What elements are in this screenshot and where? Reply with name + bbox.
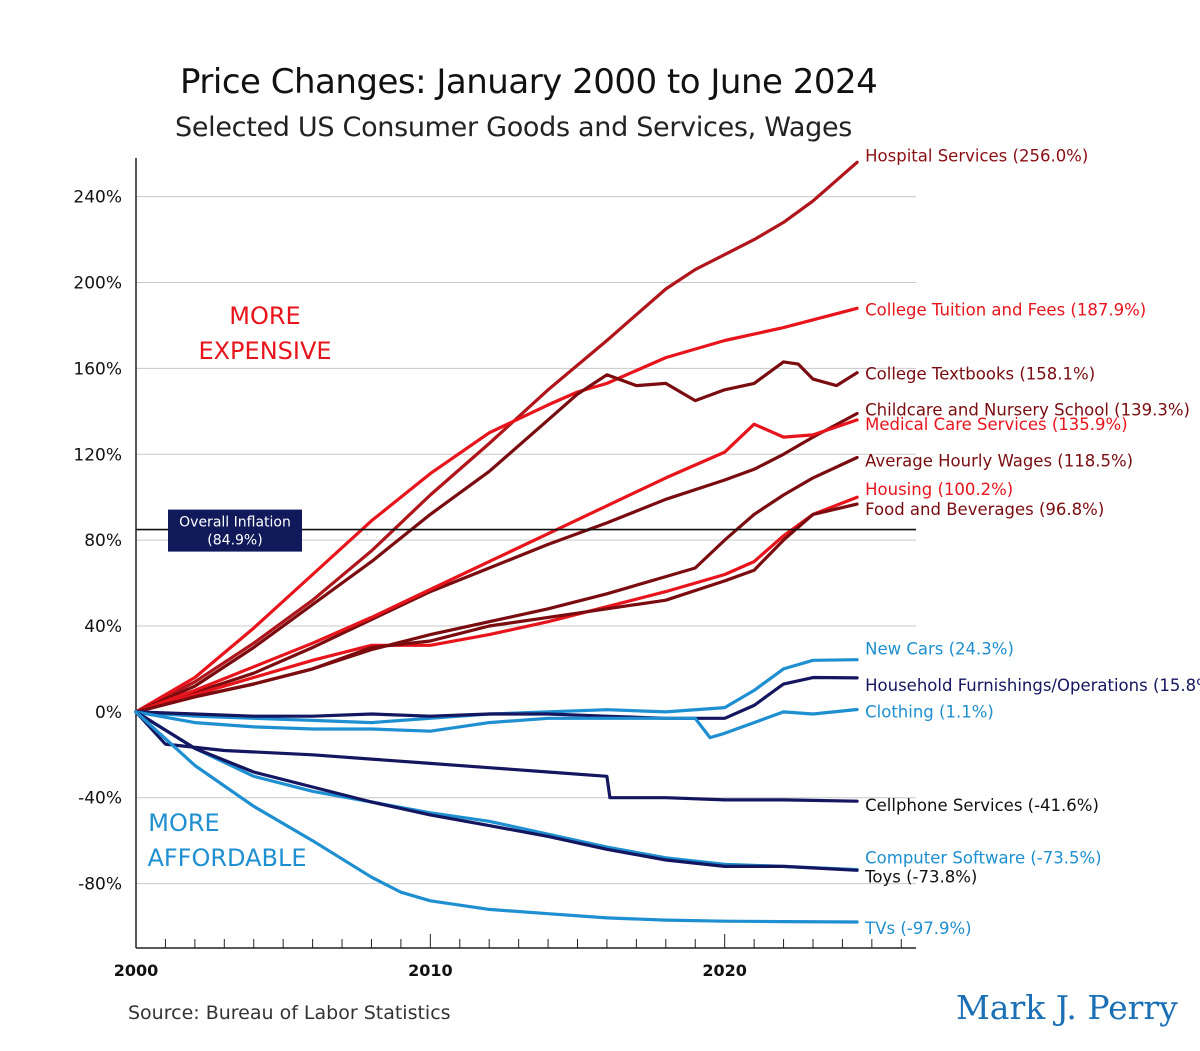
series-end-label: College Textbooks (158.1%) (865, 365, 1095, 384)
y-tick-label: 0% (95, 703, 122, 723)
y-tick-label: 160% (73, 359, 122, 379)
reference-layer: Overall Inflation (84.9%) (136, 509, 916, 552)
series-line (134, 710, 859, 803)
inflation-label-box (168, 509, 302, 552)
more-affordable-line1: MORE (148, 809, 219, 837)
series-line (134, 502, 859, 714)
x-tick-label: 2010 (408, 961, 453, 980)
series-end-label: New Cars (24.3%) (865, 640, 1014, 659)
series-line (134, 658, 859, 725)
series-end-label: Average Hourly Wages (118.5%) (865, 451, 1133, 470)
y-tick-label: -40% (78, 789, 122, 809)
series-end-label: Housing (100.2%) (865, 480, 1013, 499)
y-tick-label: 240% (73, 188, 122, 208)
annotation-layer: MORE EXPENSIVE MORE AFFORDABLE (147, 302, 331, 872)
series-line (134, 411, 859, 714)
y-tick-label: -80% (78, 875, 122, 895)
series-line (134, 160, 859, 714)
series-line (134, 710, 859, 924)
series-end-label: Food and Beverages (96.8%) (865, 500, 1104, 519)
x-tick-label: 2020 (702, 961, 747, 980)
series-line (134, 710, 859, 872)
more-expensive-line1: MORE (229, 302, 300, 330)
series-end-label: Computer Software (-73.5%) (865, 849, 1102, 868)
series-line (134, 710, 859, 872)
series-end-label: Household Furnishings/Operations (15.8%) (865, 676, 1200, 695)
more-affordable-line2: AFFORDABLE (147, 844, 306, 872)
series-layer (134, 160, 859, 924)
inflation-label: Overall Inflation (179, 515, 291, 531)
series-line (134, 455, 859, 714)
x-tick-label: 2000 (114, 961, 159, 980)
series-end-label: Cellphone Services (-41.6%) (865, 796, 1099, 815)
inflation-value-label: (84.9%) (207, 533, 262, 549)
series-line (134, 707, 859, 740)
series-line (134, 675, 859, 720)
y-tick-label: 80% (84, 531, 122, 551)
series-end-label: Toys (-73.8%) (864, 867, 977, 886)
series-end-label: Medical Care Services (135.9%) (865, 415, 1128, 434)
series-end-label: Childcare and Nursery School (139.3%) (865, 400, 1190, 419)
y-tick-label: 40% (84, 617, 122, 637)
series-end-label: Hospital Services (256.0%) (865, 146, 1088, 165)
source-note: Source: Bureau of Labor Statistics (128, 1002, 451, 1024)
y-tick-label: 120% (73, 445, 122, 465)
label-layer: Hospital Services (256.0%) College Tuitio… (864, 146, 1200, 938)
chart-title: Price Changes: January 2000 to June 2024 (180, 62, 878, 102)
series-end-label: Clothing (1.1%) (865, 702, 994, 721)
series-line (134, 495, 859, 714)
series-end-label: College Tuition and Fees (187.9%) (865, 300, 1146, 319)
axis-layer: -80% -40% 0% 40% 80% 120% 160% 200% 240% 2000 2010… (73, 158, 916, 980)
series-end-label: TVs (-97.9%) (864, 919, 971, 938)
more-expensive-line2: EXPENSIVE (198, 337, 331, 365)
y-tick-label: 200% (73, 274, 122, 294)
author-brand: Mark J. Perry (956, 988, 1178, 1027)
series-line (134, 360, 859, 714)
chart-subtitle: Selected US Consumer Goods and Services,… (175, 112, 853, 143)
series-line (134, 418, 859, 714)
series-line (134, 306, 859, 714)
